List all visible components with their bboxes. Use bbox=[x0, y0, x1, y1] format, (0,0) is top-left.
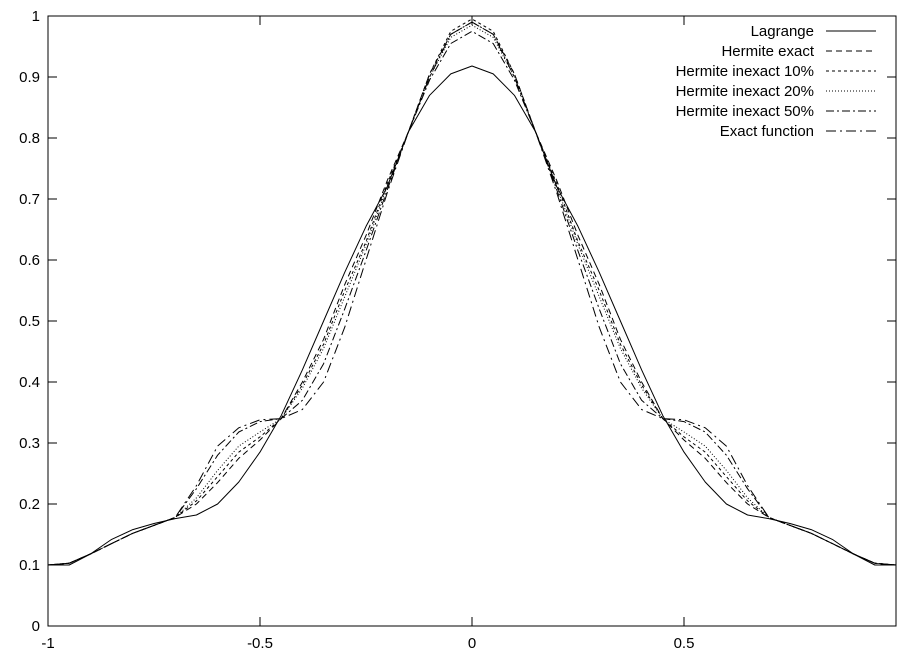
series-line-hermite-inexact-50 bbox=[47, 30, 897, 566]
legend-label: Lagrange bbox=[751, 23, 814, 40]
x-tick-label: -0.5 bbox=[247, 635, 273, 652]
series-lines bbox=[47, 18, 897, 566]
y-tick-label: 0 bbox=[32, 618, 40, 635]
y-tick-label: 0.1 bbox=[19, 557, 40, 574]
y-tick-label: 0.9 bbox=[19, 69, 40, 86]
series-line-exact-function bbox=[47, 21, 897, 566]
series-line-hermite-inexact-20 bbox=[47, 24, 897, 566]
y-tick-label: 0.4 bbox=[19, 374, 40, 391]
series-line-hermite-inexact-10 bbox=[47, 18, 897, 566]
y-tick-label: 0.7 bbox=[19, 191, 40, 208]
y-tick-label: 0.6 bbox=[19, 252, 40, 269]
y-tick-label: 0.2 bbox=[19, 496, 40, 513]
legend: Lagrange Hermite exact Hermite inexact 10%… bbox=[676, 23, 876, 140]
y-tick-label: 0.3 bbox=[19, 435, 40, 452]
series-line-hermite-exact bbox=[47, 21, 897, 566]
y-tick-label: 0.8 bbox=[19, 130, 40, 147]
legend-label: Hermite inexact 10% bbox=[676, 63, 814, 80]
x-tick-label: 0.5 bbox=[674, 635, 695, 652]
x-tick-label: -1 bbox=[41, 635, 54, 652]
y-tick-label: 1 bbox=[32, 8, 40, 25]
y-tick-label: 0.5 bbox=[19, 313, 40, 330]
x-tick-label: 0 bbox=[468, 635, 476, 652]
series-line-lagrange bbox=[48, 65, 896, 566]
legend-label: Hermite inexact 50% bbox=[676, 103, 814, 120]
legend-label: Hermite exact bbox=[721, 43, 814, 60]
legend-label: Exact function bbox=[720, 123, 814, 140]
legend-label: Hermite inexact 20% bbox=[676, 83, 814, 100]
axis-tick-labels: 0 0.1 0.2 0.3 0.4 0.5 0.6 0.7 0.8 0.9 1 -1 -0.5 0 0.5 bbox=[19, 8, 694, 652]
